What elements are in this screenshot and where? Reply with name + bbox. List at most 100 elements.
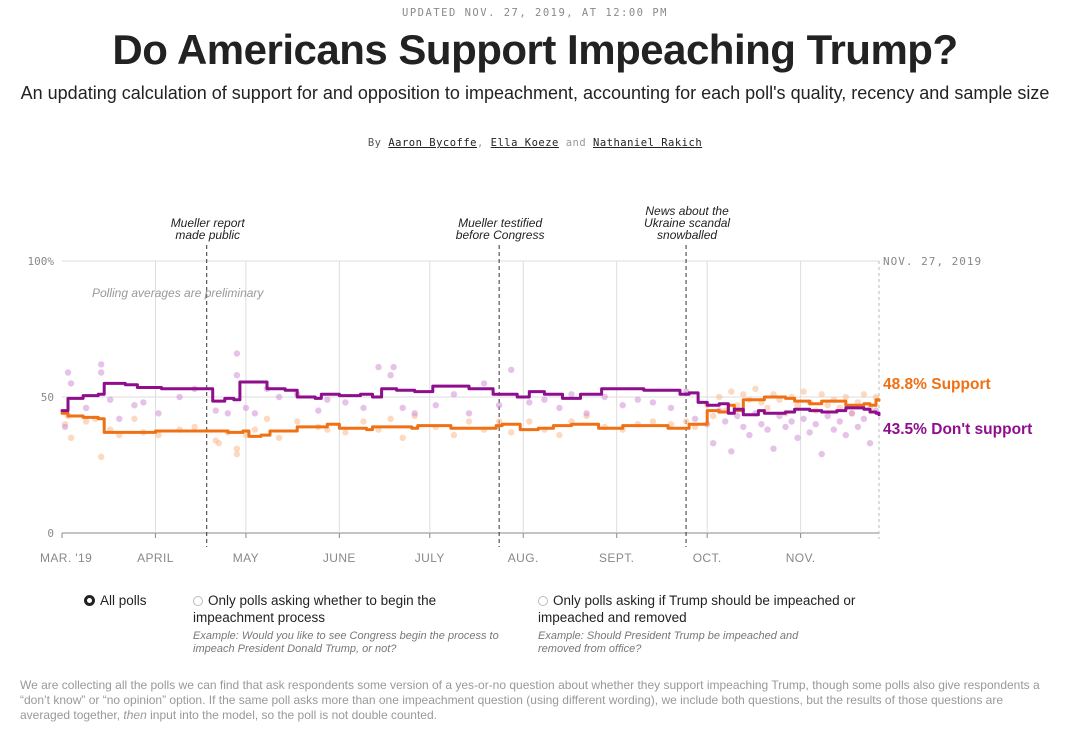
- support-poll-dot: [764, 404, 771, 412]
- poll-dots: [61, 350, 880, 460]
- x-tick-label: MAR. '19: [40, 551, 92, 565]
- option-label: Only polls asking whether to begin the i…: [193, 593, 437, 625]
- oppose-poll-dot: [411, 410, 418, 417]
- oppose-poll-dot: [734, 412, 741, 420]
- support-average-line: [60, 395, 881, 438]
- footnote-text-end: input into the model, so the poll is not…: [150, 708, 437, 722]
- support-poll-dot: [794, 402, 801, 409]
- support-poll-dot: [752, 385, 759, 392]
- page-subtitle: An updating calculation of support for a…: [20, 83, 1050, 103]
- option-impeached-removed[interactable]: Only polls asking if Trump should be imp…: [538, 592, 858, 656]
- option-begin-impeachment[interactable]: Only polls asking whether to begin the i…: [193, 592, 513, 656]
- oppose-poll-dot: [233, 350, 241, 357]
- impeachment-polling-chart[interactable]: 100% 50 0 MAR. '19 APRIL MAY JUNE JULY AUG. SEPT.…: [0, 195, 1070, 580]
- byline-separator: ,: [477, 137, 484, 149]
- support-poll-dot: [508, 429, 515, 436]
- support-poll-dot: [233, 450, 241, 458]
- oppose-poll-dot: [98, 369, 105, 376]
- oppose-poll-dot: [82, 404, 90, 412]
- option-all-polls[interactable]: All polls: [84, 592, 184, 609]
- oppose-poll-dot: [722, 418, 729, 425]
- average-lines: [60, 380, 881, 438]
- support-poll-dot: [842, 393, 849, 401]
- footnote-text: We are collecting all the polls we can f…: [20, 678, 1040, 722]
- oppose-poll-dot: [387, 372, 394, 379]
- support-poll-dot: [740, 391, 747, 398]
- byline-prefix: By: [367, 137, 382, 149]
- oppose-poll-dot: [866, 440, 874, 447]
- oppose-poll-dot: [107, 396, 114, 403]
- oppose-poll-dot: [794, 434, 801, 441]
- event-annotation-label: snowballed: [657, 228, 717, 242]
- oppose-poll-dot: [634, 396, 641, 403]
- chart-grid: 100% 50 0 MAR. '19 APRIL MAY JUNE JULY AUG. SEPT.…: [28, 255, 880, 565]
- oppose-poll-dot: [224, 410, 231, 417]
- x-tick-label: SEPT.: [599, 551, 634, 565]
- radio-button[interactable]: [193, 596, 203, 606]
- footnote-emphasis: then: [123, 708, 147, 722]
- oppose-poll-dot: [64, 369, 72, 376]
- x-tick-label: JUNE: [323, 551, 356, 565]
- oppose-poll-dot: [360, 404, 367, 412]
- oppose-poll-dot: [375, 363, 382, 371]
- event-annotation-label: before Congress: [456, 228, 545, 242]
- support-poll-dot: [263, 415, 271, 422]
- oppose-poll-dot: [740, 423, 747, 431]
- radio-button-selected[interactable]: [84, 595, 95, 606]
- oppose-poll-dot: [324, 396, 331, 403]
- oppose-poll-dot: [508, 366, 515, 373]
- support-poll-dot: [824, 402, 831, 409]
- oppose-poll-dot: [800, 415, 807, 422]
- oppose-poll-dot: [98, 361, 105, 368]
- radio-button[interactable]: [538, 596, 548, 606]
- byline-and: and: [565, 137, 587, 149]
- support-poll-dot: [67, 434, 75, 441]
- support-poll-dot: [131, 415, 138, 422]
- support-poll-dot: [716, 393, 723, 401]
- support-poll-dot: [82, 418, 90, 425]
- support-poll-dot: [728, 388, 735, 395]
- support-poll-dot: [215, 440, 222, 447]
- oppose-average-line: [60, 380, 881, 417]
- support-poll-dot: [191, 423, 198, 431]
- event-annotation-label: made public: [175, 228, 240, 242]
- oppose-poll-dot: [556, 404, 563, 412]
- oppose-poll-dot: [465, 410, 473, 417]
- oppose-poll-dot: [818, 450, 825, 458]
- oppose-poll-dot: [830, 426, 837, 433]
- oppose-poll-dot: [601, 393, 608, 401]
- oppose-poll-dot: [242, 404, 250, 412]
- oppose-poll-dot: [155, 410, 162, 417]
- oppose-poll-dot: [812, 421, 819, 428]
- oppose-poll-dot: [432, 402, 439, 409]
- oppose-poll-dot: [450, 391, 458, 398]
- support-poll-dot: [649, 418, 657, 425]
- support-poll-dot: [495, 418, 503, 425]
- oppose-poll-dot: [541, 396, 548, 403]
- event-annotation-label: Ukraine scandal: [644, 216, 730, 230]
- updated-timestamp: UPDATED NOV. 27, 2019, AT 12:00 PM: [402, 7, 668, 19]
- support-poll-dot: [98, 453, 105, 460]
- support-poll-dot: [387, 415, 394, 422]
- event-annotation-label: Mueller report: [171, 216, 246, 230]
- support-poll-dot: [860, 391, 868, 398]
- oppose-poll-dot: [788, 418, 795, 425]
- author-link[interactable]: Aaron Bycoffe: [388, 137, 477, 149]
- y-tick-label: 100%: [28, 255, 55, 268]
- chart-labels: Polling averages are preliminary NOV. 27…: [92, 255, 1032, 438]
- support-poll-dot: [710, 412, 717, 420]
- author-link[interactable]: Ella Koeze: [490, 137, 559, 149]
- oppose-poll-dot: [583, 410, 590, 417]
- oppose-poll-dot: [176, 393, 183, 401]
- author-link[interactable]: Nathaniel Rakich: [593, 137, 703, 149]
- support-poll-dot: [465, 418, 473, 425]
- oppose-poll-dot: [728, 448, 735, 455]
- option-example: Example: Should President Trump be impea…: [538, 630, 799, 655]
- oppose-poll-dot: [764, 426, 771, 433]
- oppose-poll-dot: [746, 431, 753, 439]
- support-poll-dot: [294, 418, 301, 425]
- support-poll-dot: [556, 431, 563, 439]
- oppose-poll-dot: [667, 404, 675, 412]
- x-tick-label: OCT.: [693, 551, 722, 565]
- event-annotation-label: Mueller testified: [458, 216, 542, 230]
